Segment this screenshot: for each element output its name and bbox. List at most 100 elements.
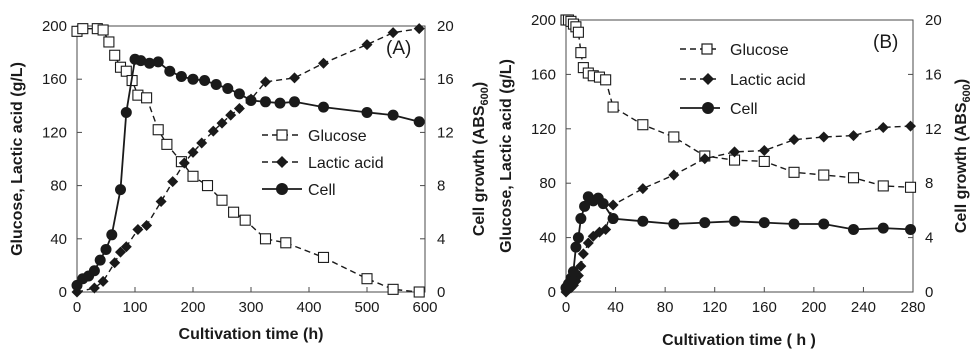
point-lactic-acid (216, 117, 228, 129)
legend-lactic-marker (276, 156, 288, 168)
point-cell (699, 217, 711, 229)
y2-tick-label: 8 (437, 178, 445, 195)
y2-axis-title-main: Cell growth (ABS (953, 102, 970, 233)
point-cell (387, 109, 399, 121)
panel-label: (A) (386, 38, 411, 59)
y2-tick-label: 0 (925, 284, 933, 301)
point-glucose (152, 124, 164, 136)
x-tick-label: 120 (702, 299, 727, 316)
point-glucose (228, 206, 240, 218)
y-tick-label: 80 (539, 175, 556, 192)
point-glucose (668, 131, 680, 143)
x-tick-label: 0 (73, 299, 81, 316)
y2-tick-label: 4 (925, 230, 933, 247)
y-tick-label: 160 (531, 66, 556, 83)
point-lactic-acid (167, 176, 179, 188)
point-cell (210, 79, 222, 91)
point-glucose (637, 119, 649, 131)
point-glucose (120, 65, 132, 77)
point-cell (668, 218, 680, 230)
point-lactic-acid (132, 223, 144, 235)
y-tick-label: 160 (42, 71, 67, 88)
point-lactic-acid (289, 72, 300, 84)
x-tick-label: 280 (900, 299, 925, 316)
point-cell (94, 254, 106, 266)
point-lactic-acid (225, 109, 237, 121)
x-tick-label: 500 (354, 299, 379, 316)
y-tick-label: 80 (50, 178, 67, 195)
point-glucose (788, 166, 800, 178)
y2-tick-label: 20 (925, 12, 942, 29)
x-tick-label: 200 (180, 299, 205, 316)
point-glucose (141, 92, 153, 104)
point-cell (222, 83, 234, 95)
series-layer (560, 14, 917, 298)
point-cell (100, 243, 112, 255)
point-glucose (904, 181, 917, 193)
point-glucose (201, 180, 214, 192)
point-cell (187, 73, 199, 85)
legend-lactic-label: Lactic acid (730, 72, 806, 89)
point-glucose (600, 74, 612, 86)
y-tick-label: 200 (42, 18, 67, 35)
point-lactic-acid (361, 39, 373, 51)
series-line-cell (565, 195, 911, 289)
point-glucose (413, 286, 425, 298)
point-cell (120, 106, 132, 118)
point-glucose (758, 155, 770, 167)
legend: Glucose Lactic acid Cell (680, 42, 806, 118)
point-cell (106, 229, 118, 241)
x-axis-title: Cultivation time (h) (179, 326, 324, 343)
point-cell (289, 96, 300, 108)
point-cell (758, 217, 770, 229)
series-layer (71, 23, 425, 298)
point-glucose (572, 26, 584, 38)
point-lactic-acid (260, 76, 271, 88)
y2-tick-label: 12 (437, 124, 454, 141)
point-cell (570, 241, 582, 253)
legend-glucose-label: Glucose (730, 42, 789, 59)
point-lactic-acid (758, 145, 770, 157)
point-cell (579, 200, 591, 212)
point-lactic-acid (600, 223, 612, 235)
y2-axis-title-sub: 600 (961, 84, 973, 102)
point-glucose (317, 251, 330, 263)
y2-axis-title: Cell growth (ABS600) (953, 79, 973, 233)
legend-cell-label: Cell (730, 101, 758, 118)
y-tick-label: 120 (42, 124, 67, 141)
x-tick-label: 0 (562, 299, 570, 316)
point-cell (152, 56, 164, 68)
point-glucose (847, 172, 860, 184)
y-tick-label: 40 (539, 230, 556, 247)
point-glucose (361, 273, 373, 285)
point-cell (877, 222, 889, 234)
point-glucose (216, 194, 228, 206)
y-tick-label: 0 (548, 284, 556, 301)
panel-label: (B) (873, 32, 898, 53)
y2-axis-title-end: ) (471, 82, 488, 87)
point-lactic-acid (207, 125, 219, 137)
x-tick-label: 300 (238, 299, 263, 316)
x-axis-title: Cultivation time ( h ) (662, 332, 816, 349)
y2-tick-label: 8 (925, 175, 933, 192)
x-tick-label: 600 (412, 299, 437, 316)
y-tick-label: 120 (531, 121, 556, 138)
point-cell (729, 215, 741, 227)
point-lactic-acid (577, 248, 589, 260)
x-tick-label: 40 (607, 299, 624, 316)
point-lactic-acid (818, 131, 830, 143)
point-cell (164, 65, 176, 77)
y-tick-label: 40 (50, 231, 67, 248)
y2-tick-label: 16 (437, 71, 454, 88)
point-cell (413, 116, 425, 128)
series-line-cell (76, 58, 420, 286)
x-tick-label: 80 (657, 299, 674, 316)
point-glucose (97, 24, 109, 36)
y2-axis-title-main: Cell growth (ABS (471, 105, 488, 236)
point-cell (361, 106, 373, 118)
point-cell (318, 101, 329, 113)
point-cell (135, 55, 147, 67)
legend-cell-marker (276, 183, 288, 195)
point-cell (199, 75, 211, 87)
